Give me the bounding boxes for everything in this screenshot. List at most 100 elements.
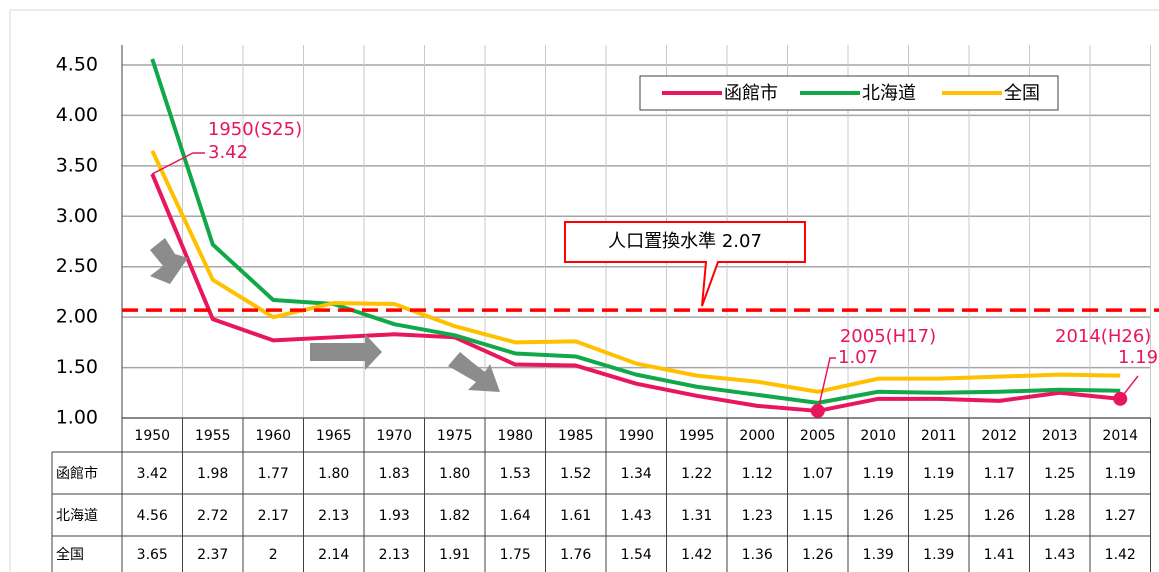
y-tick-label: 3.00 [56, 205, 98, 227]
x-tick-label: 1965 [316, 428, 352, 444]
row-label: 函館市 [56, 465, 98, 482]
table-value: 1.26 [984, 508, 1015, 524]
x-tick-label: 2011 [921, 428, 957, 444]
x-tick-label: 1955 [195, 428, 231, 444]
table-value: 1.26 [863, 508, 894, 524]
x-tick-label: 1990 [618, 428, 654, 444]
arrow [310, 334, 382, 370]
table-value: 1.19 [1105, 466, 1136, 482]
table-value: 1.61 [560, 508, 591, 524]
table-value: 1.76 [560, 547, 591, 563]
y-tick-label: 4.50 [56, 54, 98, 76]
annotation-leader [1119, 375, 1139, 400]
table-value: 3.65 [137, 547, 168, 563]
x-tick-label: 1985 [558, 428, 594, 444]
table-value: 1.80 [318, 466, 349, 482]
table-value: 1.23 [742, 508, 773, 524]
table-value: 1.42 [681, 547, 712, 563]
x-tick-label: 1950 [134, 428, 170, 444]
table-value: 1.31 [681, 508, 712, 524]
data-table: 1950 1955 1960 1965 1970 1975 1980 1985 1990 1995… [51, 417, 1151, 572]
table-value: 4.56 [137, 508, 168, 524]
annotation: 2014(H26) [1055, 326, 1151, 347]
x-tick-label: 2000 [739, 428, 775, 444]
table-value: 1.26 [802, 547, 833, 563]
table-value: 1.42 [1105, 547, 1136, 563]
y-tick-label: 3.50 [56, 154, 98, 176]
y-tick-label: 1.50 [56, 356, 98, 378]
table-value: 1.53 [500, 466, 531, 482]
y-tick-label: 4.00 [56, 104, 98, 126]
table-value: 2.72 [197, 508, 228, 524]
annotation: 1950(S25) [208, 119, 302, 140]
annotation-value: 1.19 [1118, 347, 1158, 368]
table-value: 1.98 [197, 466, 228, 482]
table-value: 1.36 [742, 547, 773, 563]
legend: 函館市 北海道 全国 [639, 75, 1059, 111]
table-value: 1.52 [560, 466, 591, 482]
arrow [150, 238, 188, 284]
y-tick-label: 1.00 [56, 407, 98, 429]
table-value: 1.41 [984, 547, 1015, 563]
legend-label: 全国 [1004, 83, 1040, 104]
x-tick-label: 2005 [800, 428, 836, 444]
x-tick-label: 2010 [860, 428, 896, 444]
row-label: 全国 [56, 546, 84, 563]
reference-label: 人口置換水準 2.07 [608, 231, 762, 252]
table-value: 1.07 [802, 466, 833, 482]
table-value: 1.82 [439, 508, 470, 524]
table-value: 1.12 [742, 466, 773, 482]
x-tick-label: 1980 [497, 428, 533, 444]
series-line [150, 149, 1121, 394]
table-value: 1.80 [439, 466, 470, 482]
x-tick-label: 2014 [1102, 428, 1138, 444]
annotation: 2005(H17) [840, 326, 936, 347]
table-value: 2 [269, 547, 278, 563]
table-value: 1.19 [923, 466, 954, 482]
x-tick-label: 2013 [1042, 428, 1078, 444]
table-value: 1.39 [863, 547, 894, 563]
annotation-leader [151, 152, 205, 175]
table-value: 1.19 [863, 466, 894, 482]
table-value: 1.43 [1044, 547, 1075, 563]
trend-arrows [150, 238, 500, 392]
table-value: 1.15 [802, 508, 833, 524]
x-tick-label: 1995 [679, 428, 715, 444]
table-value: 1.17 [984, 466, 1015, 482]
table-value: 1.64 [500, 508, 531, 524]
table-value: 2.17 [258, 508, 289, 524]
table-value: 1.27 [1105, 508, 1136, 524]
annotation-value: 3.42 [208, 142, 248, 163]
x-tick-label: 1970 [376, 428, 412, 444]
y-tick-label: 2.00 [56, 306, 98, 328]
table-value: 1.25 [1044, 466, 1075, 482]
table-value: 1.54 [621, 547, 652, 563]
table-value: 2.13 [318, 508, 349, 524]
annotation-leader [817, 357, 836, 412]
table-value: 1.75 [500, 547, 531, 563]
lines: 1950(S25)3.42 2005(H17)1.07 2014(H26)1.19 [150, 58, 1158, 418]
table-value: 2.14 [318, 547, 349, 563]
row-label: 北海道 [56, 508, 98, 524]
table-value: 1.28 [1044, 508, 1075, 524]
series-line [150, 58, 1121, 405]
x-tick-label: 2012 [981, 428, 1017, 444]
table-value: 1.77 [258, 466, 289, 482]
table-value: 3.42 [137, 466, 168, 482]
series-line [150, 173, 1121, 413]
table-value: 1.34 [621, 466, 652, 482]
chart-frame [9, 9, 1159, 572]
legend-label: 函館市 [724, 83, 778, 104]
table-value: 1.91 [439, 547, 470, 563]
table-value: 2.37 [197, 547, 228, 563]
legend-label: 北海道 [862, 83, 916, 104]
table-value: 2.13 [379, 547, 410, 563]
y-tick-label: 2.50 [56, 255, 98, 277]
x-tick-label: 1960 [255, 428, 291, 444]
table-value: 1.83 [379, 466, 410, 482]
annotation-value: 1.07 [838, 347, 878, 368]
arrow [448, 352, 500, 392]
table-value: 1.43 [621, 508, 652, 524]
table-value: 1.93 [379, 508, 410, 524]
